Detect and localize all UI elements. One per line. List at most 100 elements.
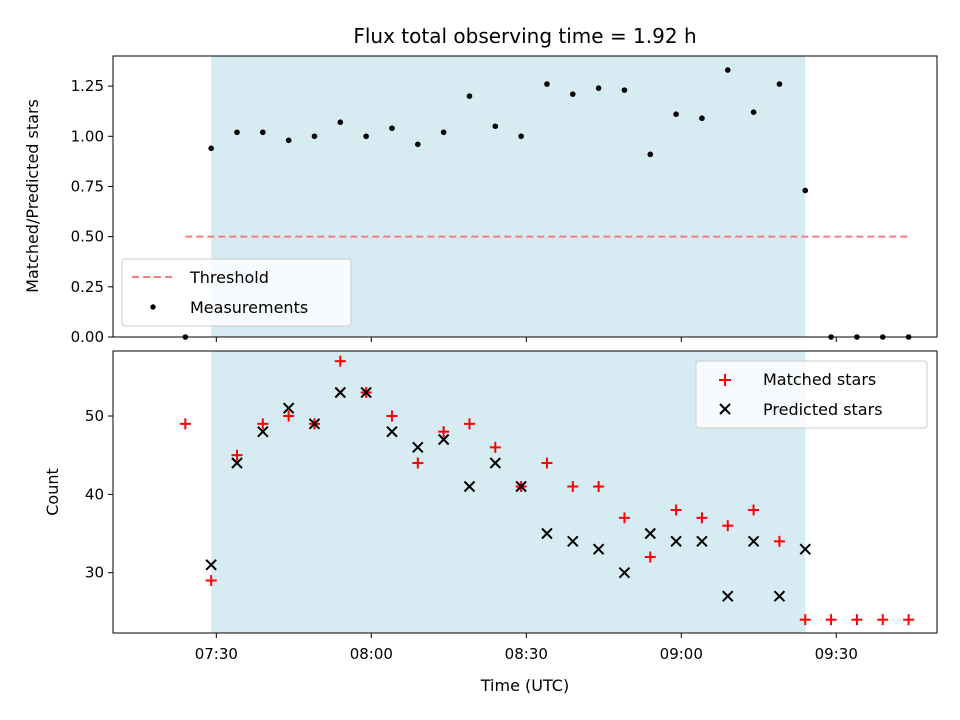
top-y-ticks: 0.00 0.25 0.50 0.75 1.00 1.25 <box>71 77 113 346</box>
predicted-star-point <box>231 457 243 469</box>
measurement-point <box>699 115 705 122</box>
top-x-ticks <box>215 337 837 342</box>
x-tick-label: 08:00 <box>350 645 393 663</box>
matched-star-point <box>438 426 450 438</box>
matched-star-point <box>231 449 243 461</box>
matched-star-point <box>877 614 889 626</box>
bottom-y-tick-label: 50 <box>85 407 104 425</box>
matched-star-point <box>567 481 579 493</box>
matched-star-point <box>205 575 217 587</box>
matched-star-point <box>334 355 346 367</box>
top-y-tick-label: 0.75 <box>71 177 104 195</box>
measurement-point <box>595 85 602 91</box>
measurement-point <box>724 67 731 73</box>
predicted-star-point <box>412 441 424 454</box>
top-y-axis-label: Matched/Predicted stars <box>23 99 42 293</box>
matched-star-point <box>903 614 915 626</box>
predicted-star-point <box>205 559 217 571</box>
matched-star-point <box>825 614 837 626</box>
predicted-star-point <box>282 402 295 414</box>
bottom-axes-frame <box>112 350 938 634</box>
predicted-star-point <box>360 386 372 399</box>
measurement-point <box>802 187 809 194</box>
top-axes-frame <box>112 55 938 338</box>
measurement-point <box>544 81 550 87</box>
measurement-point <box>389 125 395 132</box>
top-y-tick-label: 0.25 <box>71 278 104 296</box>
matched-star-point <box>799 614 811 626</box>
matched-star-point <box>644 551 656 563</box>
legend-predicted-label: Predicted stars <box>763 400 883 419</box>
bottom-legend-box <box>695 360 928 429</box>
legend-matched-swatch <box>719 374 731 386</box>
measurement-point <box>285 137 292 144</box>
bottom-panel: 30 40 50 07:30 08:00 08:30 09:00 09:30 Count T… <box>43 350 938 695</box>
predicted-star-point <box>257 425 269 438</box>
matched-star-point <box>179 418 191 430</box>
measurement-point <box>776 81 783 87</box>
predicted-star-point <box>515 480 527 493</box>
predicted-star-point <box>489 457 502 469</box>
matched-star-point <box>618 512 630 524</box>
x-tick-label: 07:30 <box>195 645 238 663</box>
matched-star-point <box>851 614 863 626</box>
legend-measurements-swatch <box>150 304 156 310</box>
matched-star-point <box>412 457 424 469</box>
predicted-star-point <box>592 543 605 555</box>
bottom-y-axis-label: Count <box>43 468 62 516</box>
top-y-tick-label: 0.50 <box>71 228 104 246</box>
predicted-star-point <box>463 480 476 493</box>
measurement-point <box>440 129 447 136</box>
bottom-y-ticks: 30 40 50 <box>85 407 113 582</box>
predicted-star-point <box>670 535 682 548</box>
measurement-point <box>260 129 266 136</box>
measurement-point <box>750 109 757 115</box>
predicted-star-point <box>773 590 786 602</box>
top-panel: 0.00 0.25 0.50 0.75 1.00 1.25 Matched/Predict… <box>23 55 938 346</box>
measurement-point <box>363 133 369 140</box>
legend-predicted-swatch <box>719 403 731 415</box>
x-tick-label: 09:00 <box>660 645 703 663</box>
top-y-tick-label: 1.00 <box>71 127 104 145</box>
predicted-star-point <box>644 527 656 540</box>
x-tick-label: 08:30 <box>505 645 548 663</box>
bottom-y-tick-label: 40 <box>85 485 104 503</box>
measurement-point <box>492 123 499 130</box>
x-axis-label: Time (UTC) <box>480 676 569 695</box>
top-legend-box <box>121 258 352 327</box>
predicted-star-point <box>334 386 347 399</box>
legend-threshold-label: Threshold <box>189 268 269 287</box>
matched-star-point <box>386 410 398 422</box>
matched-star-point <box>489 441 501 453</box>
matched-star-point <box>541 457 553 469</box>
predicted-star-point <box>722 590 734 602</box>
predicted-star-point <box>618 566 631 579</box>
measurement-point <box>518 133 524 140</box>
top-y-tick-label: 0.00 <box>71 328 104 346</box>
predicted-star-point <box>696 535 708 548</box>
measurement-point <box>234 129 240 136</box>
bottom-y-tick-label: 30 <box>85 564 104 582</box>
bottom-x-ticks: 07:30 08:00 08:30 09:00 09:30 <box>195 633 858 663</box>
measurement-point <box>337 119 344 126</box>
predicted-star-point <box>386 425 398 438</box>
matched-star-point <box>748 504 760 516</box>
chart-title: Flux total observing time = 1.92 h <box>353 24 696 48</box>
matched-star-point <box>463 418 475 430</box>
matched-star-point <box>257 418 269 430</box>
legend-matched-label: Matched stars <box>763 370 876 389</box>
matched-star-point <box>722 520 734 532</box>
measurements-points <box>182 67 912 340</box>
measurement-point <box>466 93 473 99</box>
measurement-point <box>673 111 679 118</box>
matched-star-point <box>670 504 682 516</box>
bottom-legend: Matched stars Predicted stars <box>695 360 928 429</box>
measurement-point <box>415 141 421 148</box>
top-y-tick-label: 1.25 <box>71 77 104 95</box>
matched-stars-points <box>179 355 915 626</box>
measurement-point <box>569 91 576 97</box>
x-tick-label: 09:30 <box>815 645 858 663</box>
matched-star-point <box>283 410 295 422</box>
measurement-point <box>311 133 318 140</box>
matched-star-point <box>593 481 605 493</box>
